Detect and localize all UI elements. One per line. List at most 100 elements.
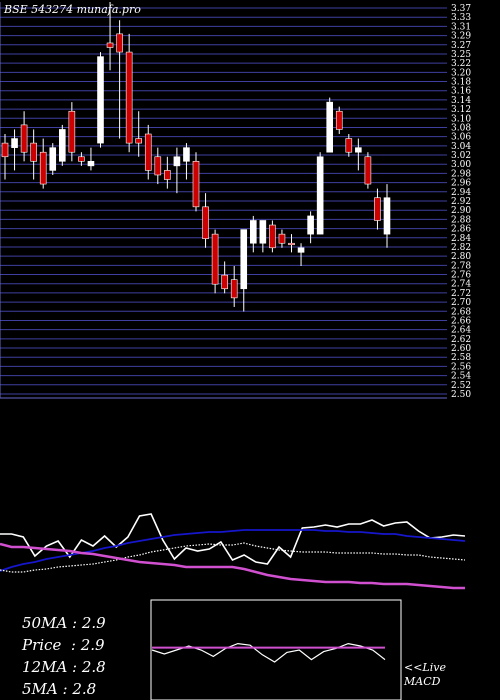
y-tick-label: 3.00: [451, 160, 471, 170]
y-tick-label: 2.60: [451, 344, 471, 354]
y-tick-label: 2.84: [451, 234, 471, 244]
candle-body: [355, 147, 362, 153]
candle-body: [250, 220, 257, 244]
candle-body: [49, 147, 57, 171]
y-tick-label: 3.10: [451, 114, 471, 124]
oscillator-line: [0, 529, 466, 572]
candle-body: [39, 151, 47, 185]
candle-body: [20, 124, 28, 153]
candle-body: [326, 101, 334, 153]
y-tick-label: 3.27: [451, 41, 471, 51]
candle-body: [192, 161, 200, 208]
y-tick-label: 2.58: [451, 353, 471, 363]
y-tick-label: 2.82: [451, 243, 471, 253]
macd-panel: [151, 642, 386, 663]
candle-body: [345, 138, 353, 153]
live-label: <<Live: [404, 661, 446, 674]
y-tick-label: 3.08: [451, 123, 471, 133]
candle-body: [202, 206, 209, 239]
candle-body: [221, 274, 228, 290]
y-tick-label: 2.96: [451, 179, 471, 189]
y-tick-label: 3.20: [451, 68, 471, 78]
y-tick-label: 2.56: [451, 362, 471, 372]
candle-body: [288, 242, 295, 246]
candle-body: [154, 156, 162, 176]
y-tick-label: 3.29: [451, 32, 471, 42]
y-tick-label: 2.92: [451, 197, 471, 207]
y-tick-label: 2.80: [451, 252, 471, 262]
macd-label: MACD: [404, 675, 441, 688]
y-tick-label: 3.12: [451, 105, 471, 115]
candle-body: [173, 156, 181, 167]
y-tick-label: 2.66: [451, 316, 471, 326]
y-tick-label: 2.90: [451, 206, 471, 216]
y-tick-label: 2.62: [451, 335, 471, 345]
y-tick-label: 2.74: [451, 280, 471, 290]
y-tick-label: 2.70: [451, 298, 471, 308]
candle-body: [135, 138, 142, 144]
chart-title: BSE 543274 munafa.pro: [3, 3, 141, 16]
candlestick-series: [1, 2, 391, 312]
candle-body: [364, 156, 372, 185]
y-tick-label: 2.76: [451, 271, 471, 281]
candle-body: [297, 247, 305, 253]
y-tick-label: 3.02: [451, 151, 471, 161]
legend-5ma: 5MA : 2.8: [22, 680, 97, 698]
y-tick-label: 3.37: [451, 4, 471, 14]
candle-body: [164, 170, 171, 180]
y-tick-label: 2.78: [451, 261, 471, 271]
candle-body: [106, 42, 114, 48]
y-tick-label: 2.72: [451, 289, 471, 299]
candle-body: [144, 133, 152, 171]
candle-body: [1, 142, 9, 158]
candle-body: [68, 110, 76, 153]
y-tick-label: 2.94: [451, 188, 471, 198]
candle-body: [97, 56, 104, 144]
candle-body: [211, 233, 219, 285]
macd-box: [150, 599, 402, 700]
y-tick-label: 3.06: [451, 133, 471, 143]
candle-body: [374, 197, 381, 221]
candle-body: [335, 110, 343, 130]
candle-body: [116, 33, 123, 53]
candle-body: [87, 161, 95, 167]
candle-body: [259, 220, 267, 244]
y-tick-label: 2.68: [451, 307, 471, 317]
y-tick-label: 2.88: [451, 215, 471, 225]
y-tick-label: 3.25: [451, 50, 471, 60]
candle-body: [30, 142, 37, 162]
candle-body: [125, 51, 133, 144]
y-tick-label: 3.33: [451, 13, 471, 23]
candle-body: [240, 229, 248, 290]
candle-body: [58, 129, 66, 162]
candle-body: [278, 233, 286, 244]
y-tick-label: 2.54: [451, 372, 471, 382]
candle-body: [11, 138, 18, 148]
candle-body: [183, 147, 190, 162]
y-tick-label: 3.04: [451, 142, 471, 152]
oscillator-line: [0, 513, 466, 565]
candle-body: [78, 156, 85, 162]
oscillator-line: [0, 542, 465, 590]
y-tick-label: 3.18: [451, 78, 471, 88]
y-tick-label: 3.14: [451, 96, 471, 106]
y-tick-label: 2.98: [451, 169, 471, 179]
y-tick-label: 2.52: [451, 381, 471, 391]
y-tick-label: 3.16: [451, 87, 471, 97]
y-tick-label: 2.64: [451, 326, 471, 336]
y-tick-label: 2.86: [451, 225, 471, 235]
y-axis-ticks: 3.373.333.313.293.273.253.223.203.183.16…: [451, 4, 471, 400]
oscillator-panel: [0, 513, 466, 590]
oscillator-line: [0, 542, 466, 573]
legend-price: Price : 2.9: [22, 636, 105, 654]
y-tick-label: 3.31: [451, 22, 471, 32]
legend-50ma: 50MA : 2.9: [22, 614, 106, 632]
price-grid: [0, 2, 447, 399]
candle-body: [230, 279, 238, 299]
candle-body: [269, 224, 276, 249]
y-tick-label: 2.50: [451, 390, 471, 400]
legend-12ma: 12MA : 2.8: [22, 658, 106, 676]
y-tick-label: 3.22: [451, 59, 471, 69]
candle-body: [307, 215, 314, 235]
